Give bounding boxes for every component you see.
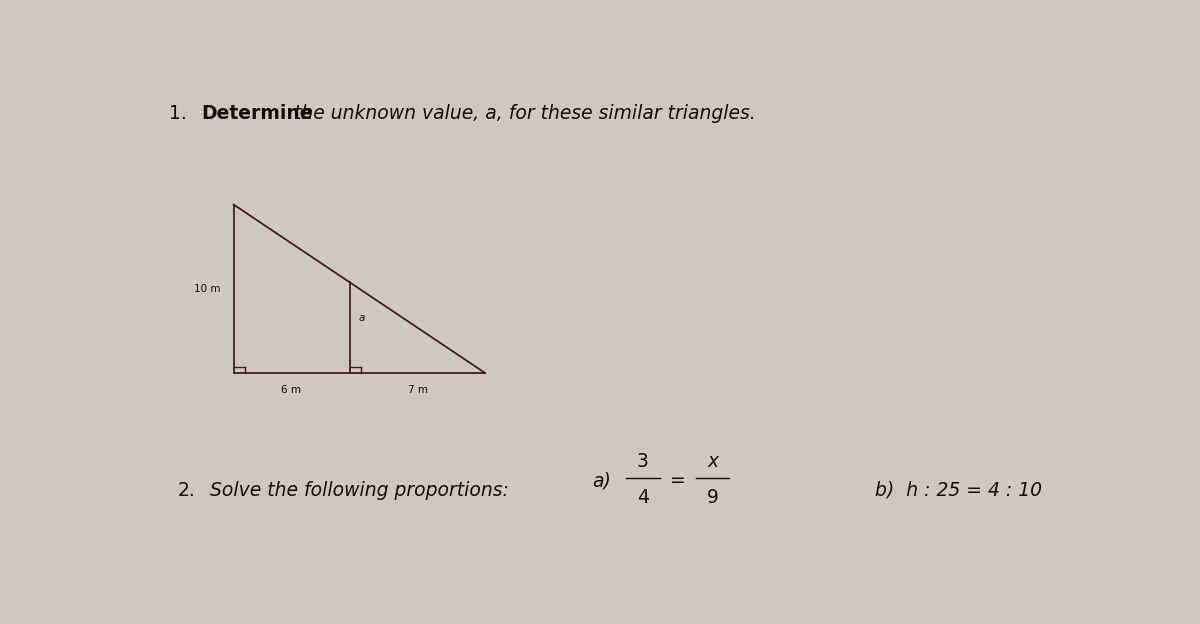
Text: a: a: [359, 313, 365, 323]
Text: x: x: [707, 452, 719, 471]
Text: 2.: 2.: [178, 481, 196, 500]
Text: 7 m: 7 m: [408, 384, 428, 394]
Text: =: =: [671, 471, 686, 490]
Text: Determine: Determine: [202, 104, 313, 123]
Text: b)  h : 25 = 4 : 10: b) h : 25 = 4 : 10: [876, 481, 1043, 500]
Text: a): a): [592, 471, 611, 490]
Text: the unknown value, a, for these similar triangles.: the unknown value, a, for these similar …: [288, 104, 755, 123]
Text: 10 m: 10 m: [194, 284, 221, 294]
Text: 3: 3: [637, 452, 649, 471]
Text: 6 m: 6 m: [281, 384, 301, 394]
Text: Solve the following proportions:: Solve the following proportions:: [210, 481, 509, 500]
Text: 9: 9: [707, 488, 719, 507]
Text: 4: 4: [637, 488, 649, 507]
Text: 1.: 1.: [168, 104, 186, 123]
